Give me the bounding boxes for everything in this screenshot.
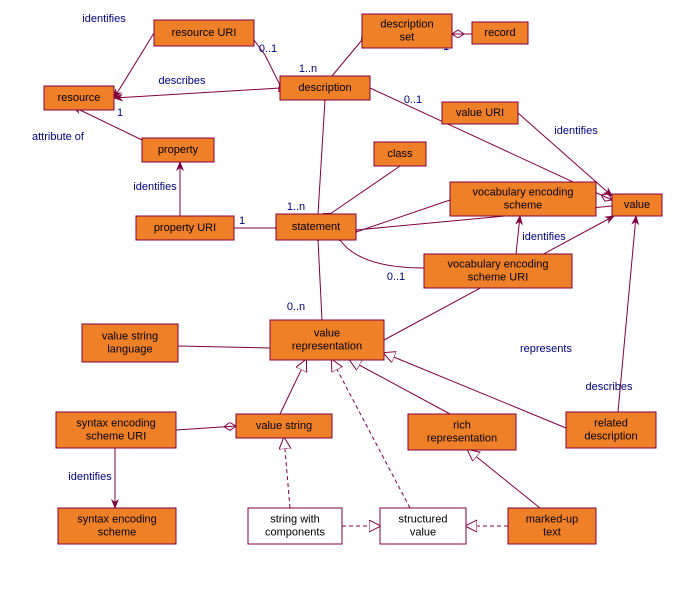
value-string-label: value string	[256, 420, 312, 432]
e-desc-resource-label2: 1	[117, 107, 123, 119]
nodes: resource URIdescriptionsetrecordresource…	[44, 14, 662, 544]
e-statement-voc	[356, 200, 450, 232]
value-rep: valuerepresentation	[270, 320, 384, 360]
syn-enc-uri-label: scheme URI	[86, 430, 147, 442]
value-label: value	[624, 199, 650, 211]
related-desc-label: description	[584, 430, 637, 442]
e-valrep-value-label: represents	[520, 343, 572, 355]
voc-enc-uri-label: vocabulary encoding	[448, 258, 549, 270]
resource-uri: resource URI	[154, 20, 254, 46]
e-vocuri-voc-label: identifies	[522, 231, 566, 243]
e-rich-valrep	[350, 360, 450, 414]
e-resource-property	[80, 110, 142, 140]
e-synuri-syn-label: identifies	[68, 471, 112, 483]
e-statement-valrep	[318, 240, 322, 320]
value-str-lang-label: language	[107, 343, 152, 355]
rich-rep-label: rich	[453, 419, 471, 431]
syn-enc-scheme: syntax encodingscheme	[58, 508, 176, 544]
value: value	[612, 194, 662, 216]
syn-enc-scheme-label: scheme	[98, 526, 137, 538]
e-synuri-valstr	[176, 426, 236, 430]
voc-enc-scheme-label: vocabulary encoding	[473, 186, 574, 198]
description: description	[280, 76, 370, 100]
description-set: descriptionset	[362, 14, 452, 48]
e-struct-valrep	[332, 360, 410, 508]
value-str-lang-label: value string	[102, 330, 158, 342]
class: class	[374, 142, 426, 166]
record-label: record	[484, 27, 515, 39]
e-descset-desc	[332, 40, 362, 76]
struct-value-label: structured	[399, 513, 448, 525]
description-set-label: description	[380, 18, 433, 30]
property-uri-label: property URI	[154, 222, 216, 234]
e-marked-rich	[468, 450, 540, 508]
str-components-label: string with	[270, 513, 320, 525]
description-set-label: set	[400, 31, 415, 43]
e-statement-propuri-label: 1	[239, 215, 245, 227]
rich-rep-label: representation	[427, 432, 497, 444]
e-valstr-valrep	[280, 360, 306, 414]
related-desc-label: related	[594, 417, 628, 429]
e-resource-property-label: attribute of	[32, 131, 85, 143]
property: property	[142, 138, 214, 162]
e-propuri-property-label: identifies	[133, 181, 177, 193]
e-valueuri-value-label: identifies	[554, 125, 598, 137]
property-uri: property URI	[136, 216, 234, 240]
rich-rep: richrepresentation	[408, 414, 516, 450]
marked-up-label: text	[543, 526, 561, 538]
syn-enc-uri: syntax encodingscheme URI	[56, 412, 176, 448]
e-desc-resuri-label: 0..1	[259, 43, 277, 55]
property-label: property	[158, 144, 199, 156]
e-statement-vocuri-label: 0..1	[387, 271, 405, 283]
e-strcomp-valstr	[284, 438, 290, 508]
e-desc-resource-label: describes	[158, 75, 206, 87]
value-str-lang: value stringlanguage	[82, 324, 178, 362]
marked-up-label: marked-up	[526, 513, 579, 525]
voc-enc-scheme-label: scheme	[504, 199, 543, 211]
voc-enc-scheme: vocabulary encodingscheme	[450, 182, 596, 216]
resource-uri-label: resource URI	[172, 27, 237, 39]
description-label: description	[298, 82, 351, 94]
str-components-label: components	[265, 526, 325, 538]
statement-label: statement	[292, 221, 340, 233]
voc-enc-uri-label: scheme URI	[468, 271, 529, 283]
struct-value-label: value	[410, 526, 436, 538]
value-uri: value URI	[442, 102, 518, 124]
e-related-value-label: describes	[585, 381, 633, 393]
value-uri-label: value URI	[456, 107, 504, 119]
value-rep-label: representation	[292, 340, 362, 352]
syn-enc-uri-label: syntax encoding	[76, 417, 156, 429]
related-desc: relateddescription	[566, 412, 656, 448]
class-label: class	[387, 148, 413, 160]
voc-enc-uri: vocabulary encodingscheme URI	[424, 254, 572, 288]
e-desc-statement-label: 1..n	[287, 201, 305, 213]
syn-enc-scheme-label: syntax encoding	[77, 513, 157, 525]
e-valrep-lang	[178, 346, 270, 348]
e-resuri-resource	[114, 33, 154, 98]
value-string: value string	[236, 414, 332, 438]
record: record	[472, 22, 528, 44]
e-descset-desc-label: 1..n	[299, 63, 317, 75]
e-desc-resource	[114, 88, 280, 98]
str-components: string withcomponents	[248, 508, 342, 544]
e-vocuri-voc	[516, 216, 520, 254]
marked-up: marked-uptext	[508, 508, 596, 544]
e-statement-class	[330, 166, 400, 214]
e-statement-vocuri	[340, 240, 424, 268]
resource-label: resource	[58, 92, 101, 104]
e-desc-value-label: 0..1	[404, 94, 422, 106]
value-rep-label: value	[314, 327, 340, 339]
resource: resource	[44, 86, 114, 110]
e-resuri-resource-label: identifies	[82, 13, 126, 25]
struct-value: structuredvalue	[380, 508, 466, 544]
e-statement-valrep-label: 0..n	[287, 301, 305, 313]
e-desc-statement	[318, 100, 325, 214]
statement: statement	[276, 214, 356, 240]
uml-diagram: identifies 0..1 1..n 1 describes 1 0..1 identif…	[0, 0, 681, 599]
